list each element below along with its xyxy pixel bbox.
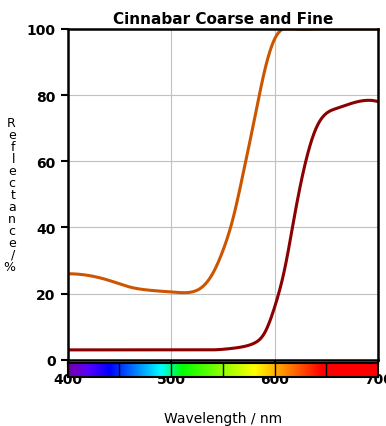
Y-axis label: R
e
f
l
e
c
t
a
n
c
e
/
%: R e f l e c t a n c e / % [3, 117, 16, 273]
X-axis label: Wavelength / nm: Wavelength / nm [164, 411, 282, 425]
Title: Cinnabar Coarse and Fine: Cinnabar Coarse and Fine [113, 12, 333, 27]
